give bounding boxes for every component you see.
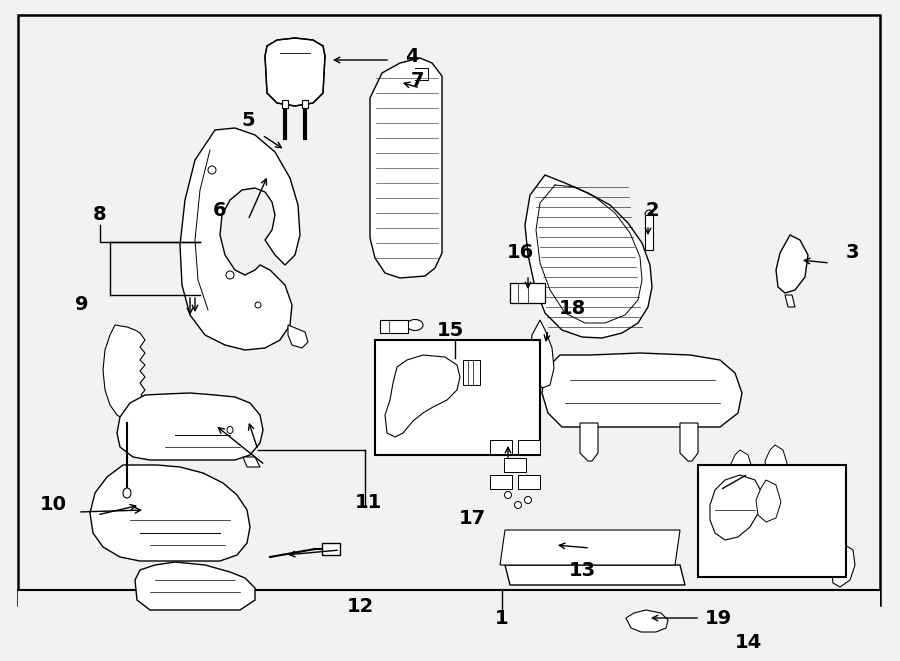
Polygon shape bbox=[490, 440, 512, 454]
Ellipse shape bbox=[123, 488, 131, 498]
Polygon shape bbox=[504, 458, 526, 472]
Text: 6: 6 bbox=[213, 200, 227, 219]
Ellipse shape bbox=[407, 319, 423, 330]
Text: 12: 12 bbox=[346, 598, 374, 617]
Polygon shape bbox=[463, 360, 480, 385]
Polygon shape bbox=[730, 450, 752, 485]
Ellipse shape bbox=[525, 496, 532, 504]
Polygon shape bbox=[710, 475, 762, 540]
Bar bbox=[282, 100, 288, 108]
Text: 11: 11 bbox=[355, 494, 382, 512]
Text: 16: 16 bbox=[507, 243, 534, 262]
Polygon shape bbox=[385, 355, 460, 437]
Polygon shape bbox=[510, 283, 545, 303]
Ellipse shape bbox=[515, 502, 521, 508]
Polygon shape bbox=[103, 325, 145, 420]
Bar bbox=[322, 543, 340, 555]
Text: 5: 5 bbox=[241, 110, 255, 130]
Text: 4: 4 bbox=[405, 48, 418, 67]
Polygon shape bbox=[626, 610, 668, 632]
Bar bbox=[698, 465, 846, 577]
Polygon shape bbox=[265, 38, 325, 106]
Polygon shape bbox=[680, 423, 698, 461]
Text: 9: 9 bbox=[76, 295, 89, 315]
Polygon shape bbox=[518, 440, 540, 454]
Text: 8: 8 bbox=[94, 206, 107, 225]
Text: 1: 1 bbox=[495, 609, 508, 627]
Polygon shape bbox=[831, 545, 855, 587]
Text: 3: 3 bbox=[845, 243, 859, 262]
Text: 7: 7 bbox=[410, 71, 424, 89]
Polygon shape bbox=[380, 320, 408, 333]
Polygon shape bbox=[645, 215, 653, 250]
Bar bbox=[18, 15, 880, 605]
Text: 13: 13 bbox=[569, 561, 596, 580]
Ellipse shape bbox=[505, 492, 511, 498]
Text: 18: 18 bbox=[558, 299, 586, 317]
Polygon shape bbox=[518, 475, 540, 489]
Polygon shape bbox=[90, 465, 250, 561]
Polygon shape bbox=[530, 320, 554, 388]
Polygon shape bbox=[370, 58, 442, 278]
Text: 2: 2 bbox=[645, 200, 659, 219]
Text: 10: 10 bbox=[40, 496, 67, 514]
Bar bbox=[18, 590, 880, 640]
Bar bbox=[302, 100, 308, 108]
Text: 14: 14 bbox=[734, 633, 761, 652]
Polygon shape bbox=[785, 295, 795, 307]
Text: 19: 19 bbox=[705, 609, 732, 627]
Polygon shape bbox=[243, 457, 260, 467]
Polygon shape bbox=[525, 175, 652, 338]
Text: 17: 17 bbox=[458, 508, 486, 527]
Bar bbox=[375, 340, 540, 455]
Text: 15: 15 bbox=[436, 321, 464, 340]
Polygon shape bbox=[505, 565, 685, 585]
Polygon shape bbox=[135, 562, 255, 610]
Polygon shape bbox=[756, 480, 781, 522]
Polygon shape bbox=[765, 445, 787, 480]
Polygon shape bbox=[500, 530, 680, 565]
Polygon shape bbox=[490, 475, 512, 489]
Polygon shape bbox=[542, 353, 742, 427]
Polygon shape bbox=[580, 423, 598, 461]
Polygon shape bbox=[776, 235, 808, 293]
Polygon shape bbox=[117, 393, 263, 460]
Polygon shape bbox=[180, 128, 300, 350]
Polygon shape bbox=[288, 325, 308, 348]
